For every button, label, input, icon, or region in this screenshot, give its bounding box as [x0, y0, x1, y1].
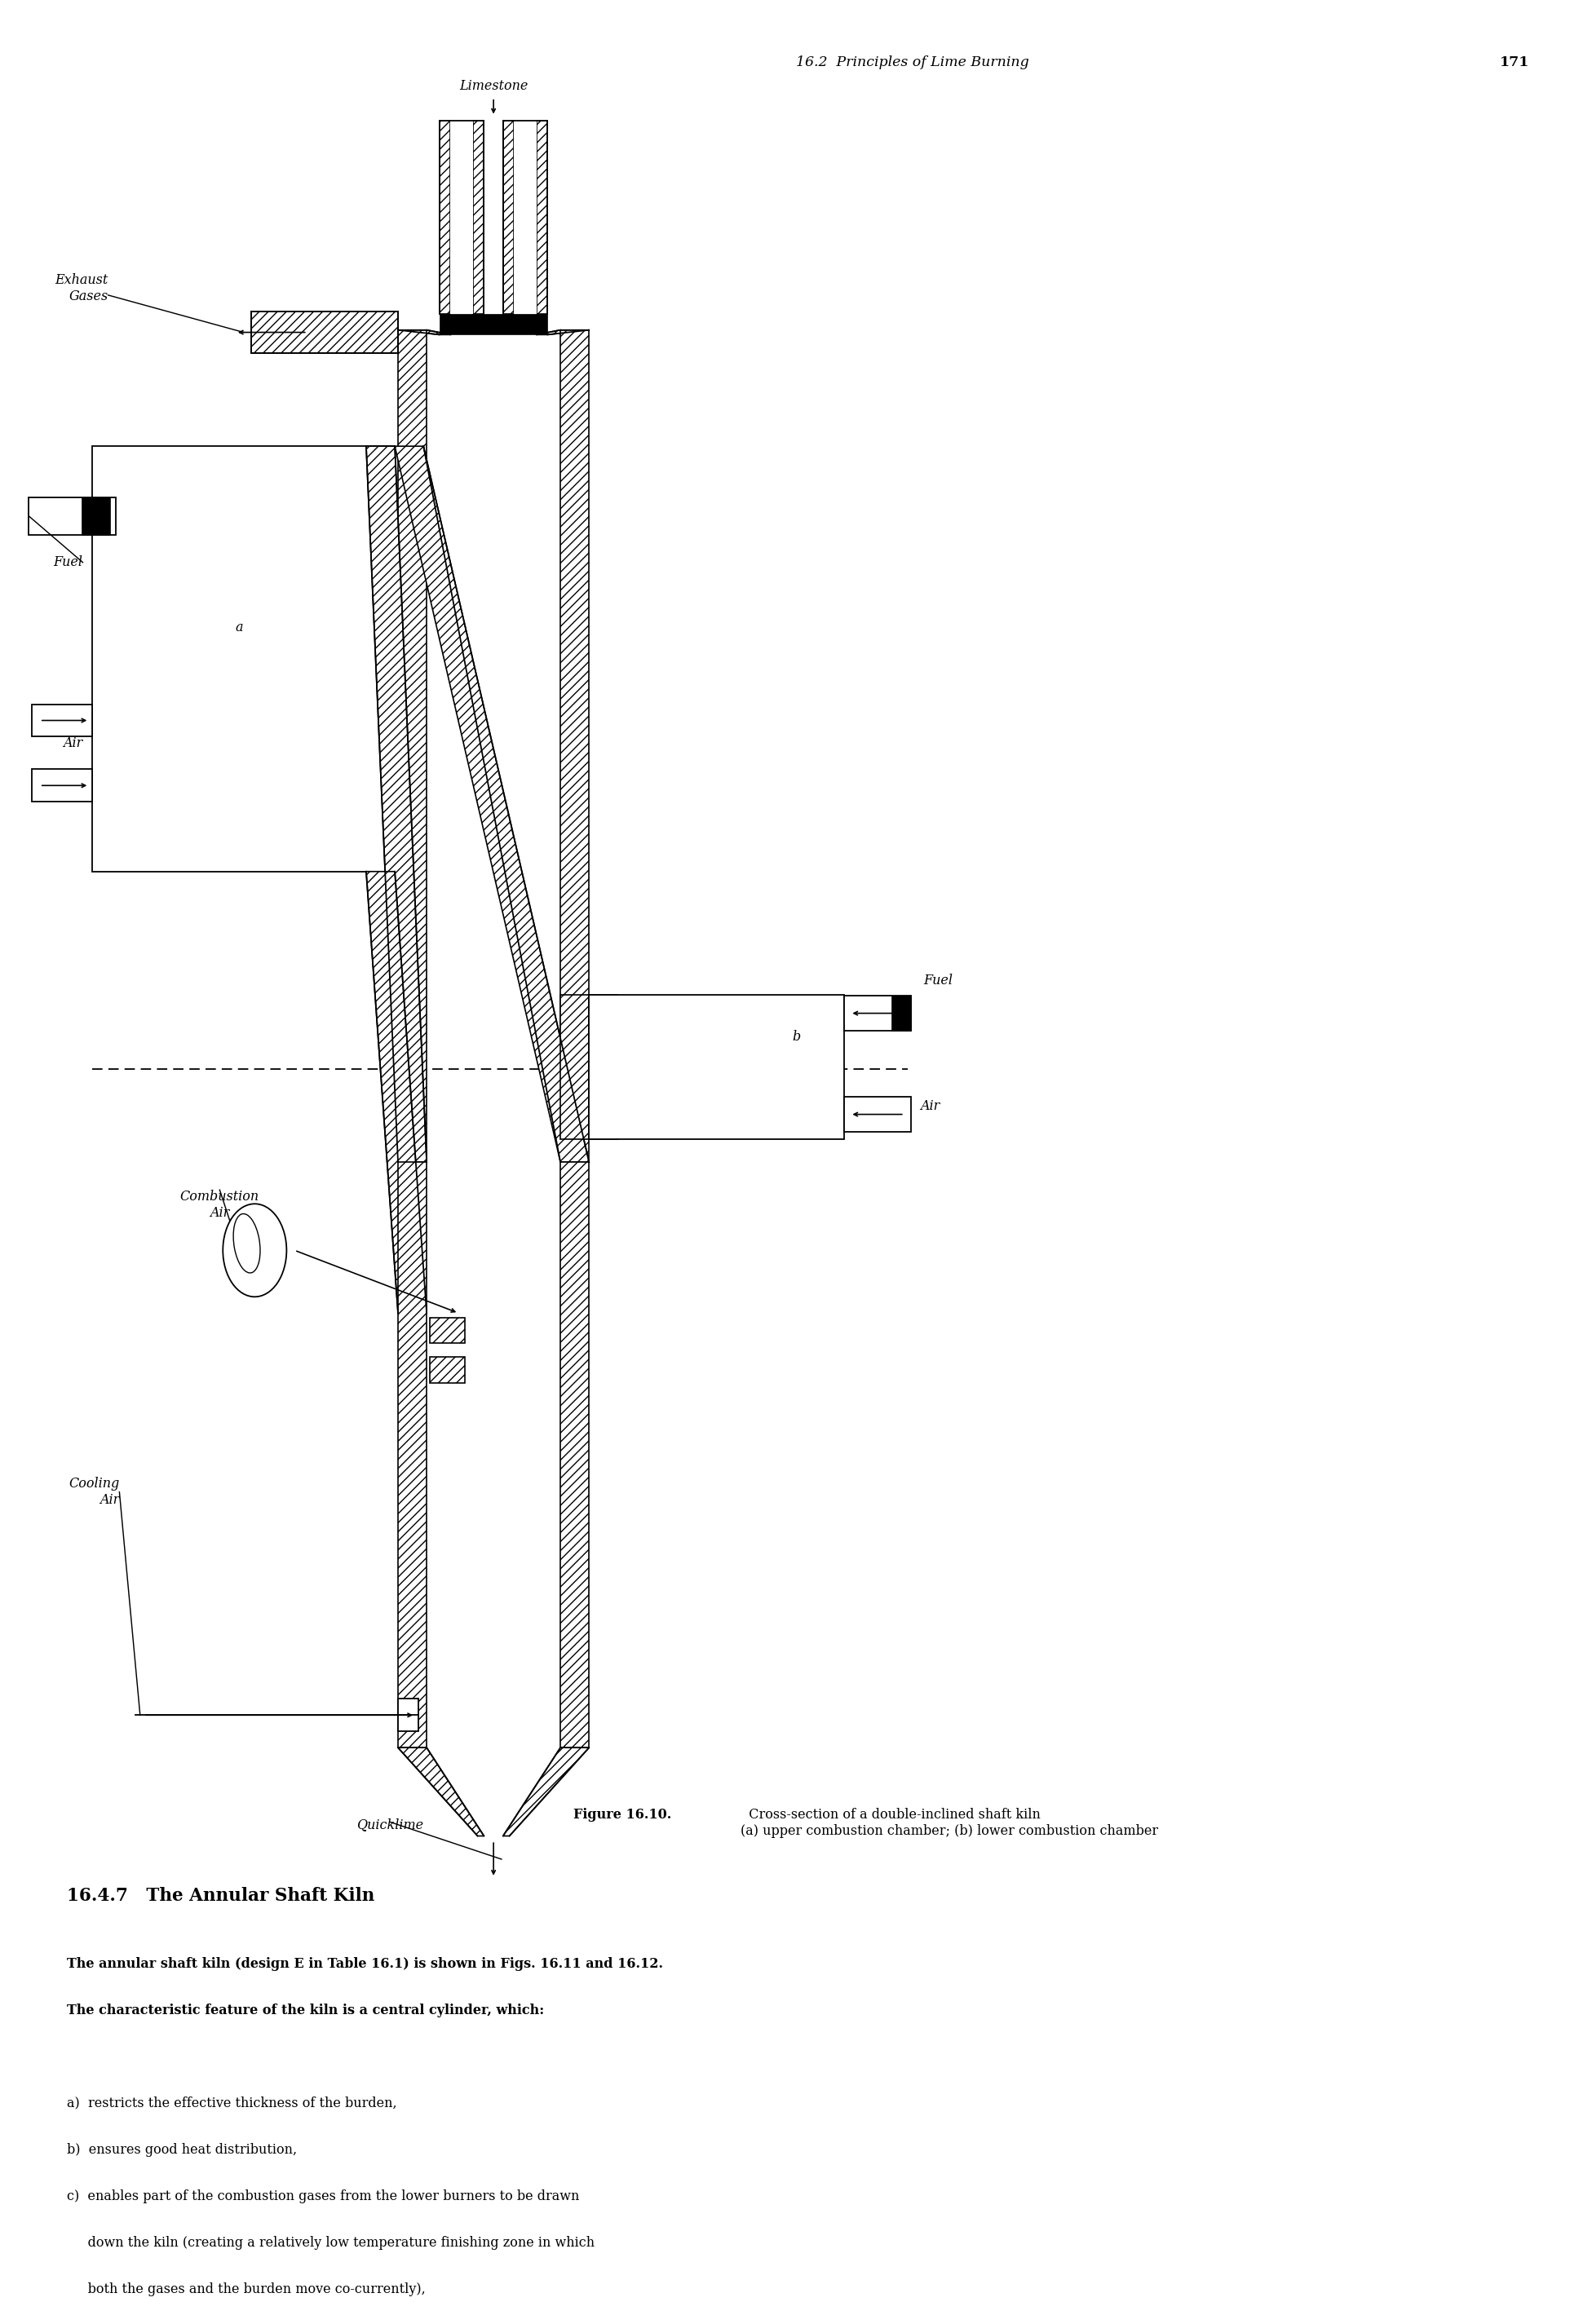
- Polygon shape: [398, 330, 451, 335]
- Bar: [844, 1097, 911, 1132]
- Text: The annular shaft kiln (design E in Table 16.1) is shown in Figs. 16.11 and 16.1: The annular shaft kiln (design E in Tabl…: [67, 1957, 662, 1971]
- Bar: [451, 121, 473, 314]
- Text: Fuel: Fuel: [54, 555, 83, 569]
- Polygon shape: [366, 446, 427, 1162]
- Bar: [514, 121, 537, 314]
- Text: Figure 16.10.: Figure 16.10.: [573, 1808, 672, 1822]
- Text: down the kiln (creating a relatively low temperature finishing zone in which: down the kiln (creating a relatively low…: [67, 2236, 595, 2250]
- Text: b: b: [791, 1030, 801, 1043]
- Polygon shape: [398, 1748, 484, 1836]
- Bar: [32, 704, 92, 737]
- Text: Fuel: Fuel: [923, 974, 952, 988]
- Bar: [29, 497, 116, 535]
- Text: Limestone: Limestone: [458, 79, 529, 93]
- Text: 16.4.7   The Annular Shaft Kiln: 16.4.7 The Annular Shaft Kiln: [67, 1887, 374, 1906]
- Bar: [844, 995, 911, 1032]
- Bar: [398, 1699, 419, 1731]
- Text: both the gases and the burden move co-currently),: both the gases and the burden move co-cu…: [67, 2282, 425, 2296]
- Text: Cross-section of a double-inclined shaft kiln
(a) upper combustion chamber; (b) : Cross-section of a double-inclined shaft…: [740, 1808, 1157, 1838]
- Bar: [430, 1318, 465, 1343]
- Text: Combustion
Air: Combustion Air: [180, 1190, 259, 1220]
- Bar: [252, 311, 398, 353]
- Text: Air: Air: [920, 1099, 939, 1113]
- Bar: [560, 995, 618, 1139]
- Polygon shape: [537, 330, 589, 335]
- Text: The characteristic feature of the kiln is a central cylinder, which:: The characteristic feature of the kiln i…: [67, 2003, 544, 2017]
- Text: c)  enables part of the combustion gases from the lower burners to be drawn: c) enables part of the combustion gases …: [67, 2189, 579, 2203]
- Bar: [537, 121, 548, 314]
- Polygon shape: [503, 1748, 589, 1836]
- Text: a: a: [236, 621, 242, 634]
- Bar: [81, 497, 110, 535]
- Bar: [252, 311, 398, 353]
- Bar: [589, 995, 844, 1139]
- Polygon shape: [395, 446, 589, 1162]
- Bar: [398, 1162, 427, 1748]
- Text: Air: Air: [64, 737, 83, 751]
- Bar: [439, 314, 548, 335]
- Text: a)  restricts the effective thickness of the burden,: a) restricts the effective thickness of …: [67, 2096, 396, 2110]
- Bar: [560, 1162, 589, 1748]
- Text: Quicklime: Quicklime: [357, 1817, 423, 1831]
- Bar: [473, 121, 484, 314]
- Ellipse shape: [234, 1213, 259, 1274]
- Bar: [892, 995, 911, 1032]
- Text: Exhaust
Gases: Exhaust Gases: [56, 274, 108, 302]
- Bar: [32, 769, 92, 802]
- Bar: [92, 446, 395, 872]
- Bar: [430, 1357, 465, 1383]
- Text: 171: 171: [1500, 56, 1530, 70]
- Bar: [503, 121, 514, 314]
- Bar: [560, 330, 589, 1162]
- Text: Cooling
Air: Cooling Air: [68, 1478, 119, 1506]
- Text: 16.2  Principles of Lime Burning: 16.2 Principles of Lime Burning: [796, 56, 1028, 70]
- Polygon shape: [366, 872, 427, 1313]
- Circle shape: [223, 1204, 287, 1297]
- Bar: [439, 121, 451, 314]
- Text: b)  ensures good heat distribution,: b) ensures good heat distribution,: [67, 2143, 298, 2157]
- Bar: [398, 330, 427, 1162]
